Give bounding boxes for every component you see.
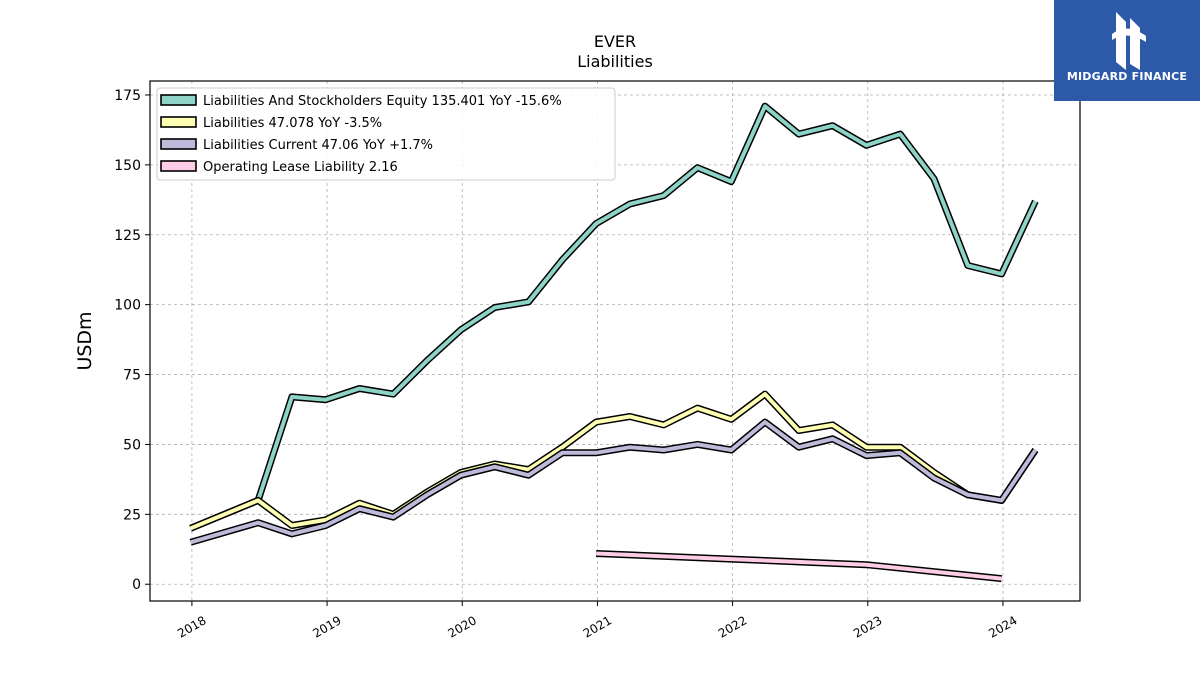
chart-subtitle: Liabilities	[577, 52, 653, 71]
legend-label: Liabilities And Stockholders Equity 135.…	[203, 94, 562, 109]
x-tick-label: 2021	[581, 613, 614, 640]
y-tick-label: 125	[114, 228, 141, 244]
midgard-finance-logo: MIDGARD FINANCE	[1054, 0, 1200, 101]
y-tick-label: 75	[123, 368, 141, 384]
chart-title: EVER	[594, 32, 636, 51]
plot-frame	[149, 80, 1081, 602]
legend: Liabilities And Stockholders Equity 135.…	[156, 87, 616, 181]
x-tick-label: 2019	[310, 613, 343, 640]
x-tick-label: 2023	[851, 613, 884, 640]
series-line	[189, 392, 1038, 531]
x-tick-label: 2024	[986, 613, 1019, 640]
logo-text: MIDGARD FINANCE	[1066, 70, 1188, 83]
y-tick-label: 100	[114, 298, 141, 314]
y-tick-label: 25	[123, 507, 141, 523]
series-lines	[189, 102, 1039, 583]
legend-swatch	[160, 94, 197, 106]
legend-label: Liabilities 47.078 YoY -3.5%	[203, 116, 382, 131]
y-axis-label: USDm	[74, 311, 96, 370]
legend-box	[156, 87, 616, 181]
y-tick-label: 175	[114, 88, 141, 104]
series-outline	[189, 418, 1039, 546]
x-tick-label: 2020	[446, 613, 479, 640]
series-line	[596, 551, 1002, 581]
series-line	[189, 104, 1038, 531]
legend-label: Operating Lease Liability 2.16	[203, 160, 398, 175]
y-tick-label: 150	[114, 158, 141, 174]
x-tick-label: 2022	[716, 613, 749, 640]
y-tick-label: 0	[132, 577, 141, 593]
legend-swatch	[160, 116, 197, 128]
x-tick-label: 2018	[175, 613, 208, 640]
series-line	[190, 420, 1038, 545]
legend-swatch	[160, 160, 197, 172]
legend-swatch	[160, 138, 197, 150]
legend-label: Liabilities Current 47.06 YoY +1.7%	[203, 138, 433, 153]
logo-mark-icon	[1112, 12, 1146, 70]
y-tick-label: 50	[123, 437, 141, 453]
